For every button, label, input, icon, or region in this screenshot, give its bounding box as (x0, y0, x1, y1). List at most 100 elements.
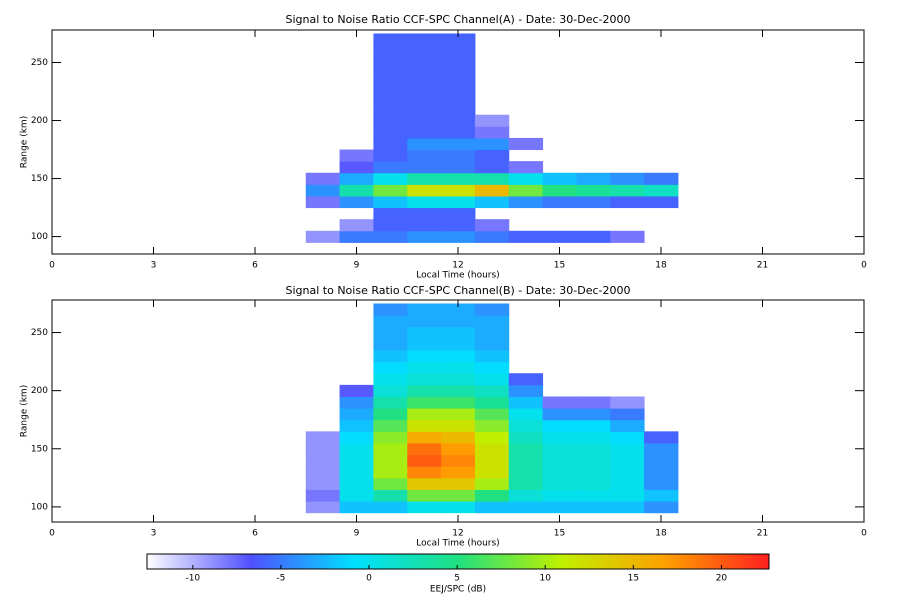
heat-cell (407, 161, 442, 174)
heat-cell (407, 68, 442, 81)
heat-cell (305, 172, 341, 185)
heat-cell (373, 230, 408, 243)
y-tick-label: 150 (31, 444, 48, 454)
heat-cell (474, 501, 510, 514)
heat-cell (508, 184, 544, 197)
heat-cell (441, 454, 476, 467)
heat-cell (407, 408, 442, 421)
heat-cell (407, 303, 442, 316)
heat-cell (576, 195, 611, 209)
heat-cell (373, 489, 408, 502)
heat-cell (373, 338, 408, 351)
heat-cell (474, 396, 510, 409)
heat-cell (508, 373, 544, 386)
heat-cell (576, 477, 611, 490)
heat-cell (576, 466, 611, 479)
colorbar-tick-label: 20 (716, 574, 728, 584)
heat-cell (407, 103, 442, 116)
heat-cell (644, 184, 679, 197)
heat-cell (407, 207, 442, 220)
heat-cell (407, 219, 442, 232)
heat-cell (373, 207, 408, 220)
x-tick-label: 21 (757, 261, 768, 271)
chart-title: Signal to Noise Ratio CCF-SPC Channel(A)… (286, 13, 631, 26)
heat-cell (373, 384, 408, 397)
colorbar-tick-label: 10 (539, 574, 551, 584)
heat-cell (373, 501, 408, 514)
x-tick-label: 15 (554, 261, 565, 271)
heat-cell (441, 477, 476, 490)
heat-cell (542, 396, 577, 409)
heat-cell (373, 184, 408, 197)
y-tick-label: 150 (31, 174, 48, 184)
heat-cell (474, 349, 510, 363)
heat-cell (474, 466, 510, 479)
x-tick-label: 3 (151, 529, 157, 539)
heat-cell (407, 56, 442, 69)
heat-cell (407, 501, 442, 514)
heat-cell (508, 431, 544, 444)
heat-cell (339, 184, 374, 197)
heat-cell (474, 184, 510, 197)
colorbar-label: EEJ/SPC (dB) (430, 585, 486, 595)
heat-cell (339, 149, 374, 162)
heat-cell (373, 477, 408, 490)
heat-cell (542, 419, 577, 432)
heat-cell (441, 326, 476, 339)
heat-cell (610, 184, 645, 197)
heat-cell (644, 442, 679, 456)
heat-cell (474, 338, 510, 351)
heat-cell (407, 172, 442, 185)
heat-cell (441, 149, 476, 162)
heat-cell (441, 172, 476, 185)
heat-cell (305, 454, 341, 467)
x-axis-label: Local Time (hours) (416, 539, 499, 549)
heat-cell (441, 126, 476, 139)
heat-cell (407, 230, 442, 243)
heat-cell (373, 149, 408, 162)
heat-cell (305, 195, 341, 209)
heat-cell (407, 442, 442, 456)
heat-cell (305, 442, 341, 456)
heat-cell (576, 172, 611, 185)
heat-cell (542, 431, 577, 444)
heat-cell (441, 338, 476, 351)
heat-cell (576, 419, 611, 432)
heat-cell (339, 466, 374, 479)
heat-cell (441, 303, 476, 316)
heat-cell (474, 419, 510, 432)
heat-cell (474, 161, 510, 174)
heat-cell (373, 33, 408, 46)
heat-cell (373, 349, 408, 363)
heat-cell (542, 489, 577, 502)
heat-cell (542, 466, 577, 479)
heat-cell (407, 126, 442, 139)
heat-cell (474, 431, 510, 444)
y-axis-label: Range (km) (20, 116, 30, 168)
heat-cell (373, 161, 408, 174)
heat-cell (508, 161, 544, 174)
heat-cell (474, 361, 510, 374)
heat-cell (373, 68, 408, 81)
heat-cell (508, 230, 544, 243)
heat-cell (644, 477, 679, 490)
heat-cell (373, 172, 408, 185)
heat-cell (441, 442, 476, 456)
heat-cell (441, 184, 476, 197)
heat-cell (339, 396, 374, 409)
heat-cell (305, 466, 341, 479)
heat-cell (407, 349, 442, 363)
x-tick-label: 6 (252, 529, 258, 539)
heat-cell (407, 114, 442, 127)
heat-cell (508, 408, 544, 421)
heat-cell (339, 230, 374, 243)
heat-cell (305, 477, 341, 490)
heat-cell (339, 161, 374, 174)
x-tick-label: 0 (49, 261, 55, 271)
heat-cell (441, 45, 476, 58)
heat-cell (542, 408, 577, 421)
heat-cell (441, 56, 476, 69)
heat-cell (407, 195, 442, 209)
heat-cell (407, 79, 442, 93)
